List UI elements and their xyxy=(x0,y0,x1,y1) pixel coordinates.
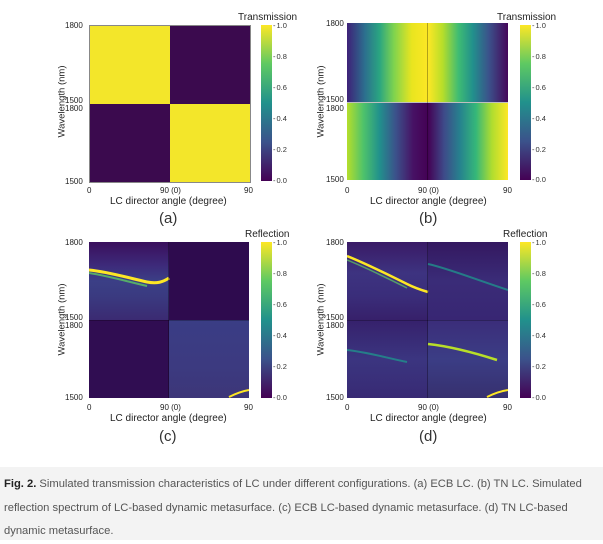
colorbar-tick: 0.2 xyxy=(273,145,287,154)
colorbar-tick: 0.2 xyxy=(532,145,546,154)
colorbar-tick: 0.2 xyxy=(273,362,287,371)
y-tick: 1500 xyxy=(326,95,344,104)
colorbar-tick: 0.2 xyxy=(532,362,546,371)
y-tick: 1500 xyxy=(65,393,83,402)
x-tick: 90 xyxy=(503,403,512,412)
colorbar xyxy=(261,25,272,181)
colorbar-tick: 0.0 xyxy=(532,175,546,184)
colorbar-tick: 0.8 xyxy=(532,52,546,61)
y-axis-label: Wavelength (nm) xyxy=(56,283,68,356)
x-axis-label: LC director angle (degree) xyxy=(370,413,487,424)
x-tick: 0 xyxy=(87,403,92,412)
colorbar-title: Transmission xyxy=(497,12,557,23)
colorbar-tick: 0.4 xyxy=(532,114,546,123)
colorbar-tick: 0.4 xyxy=(532,331,546,340)
colorbar-tick: 0.8 xyxy=(273,52,287,61)
x-tick: 90 (0) xyxy=(418,403,439,412)
colorbar xyxy=(520,25,531,180)
heatmap-plot xyxy=(347,242,508,398)
colorbar-title: Transmission xyxy=(238,12,298,23)
colorbar-tick: 0.6 xyxy=(532,300,546,309)
y-tick: 1500 xyxy=(65,96,83,105)
colorbar xyxy=(520,242,531,398)
y-tick: 1800 xyxy=(65,238,83,247)
x-tick: 90 (0) xyxy=(160,403,181,412)
x-tick: 0 xyxy=(345,186,350,195)
y-tick: 1800 xyxy=(65,21,83,30)
panel-letter: (d) xyxy=(419,428,438,445)
y-tick: 1500 xyxy=(65,313,83,322)
colorbar-tick: 1.0 xyxy=(273,238,287,247)
y-tick: 1500 xyxy=(65,177,83,186)
y-tick: 1500 xyxy=(326,313,344,322)
caption-text: Simulated transmission characteristics o… xyxy=(4,478,582,537)
x-tick: 0 xyxy=(345,403,350,412)
resonance-curves xyxy=(89,268,249,398)
colorbar-tick: 0.0 xyxy=(273,176,287,185)
panel-letter: (c) xyxy=(159,428,177,445)
figure-caption: Fig. 2. Simulated transmission character… xyxy=(0,467,603,540)
caption-label: Fig. 2. xyxy=(4,478,37,490)
colorbar-tick: 0.6 xyxy=(532,83,546,92)
colorbar-tick: 0.4 xyxy=(273,331,287,340)
colorbar xyxy=(261,242,272,398)
x-tick: 90 (0) xyxy=(418,186,439,195)
y-axis-label: Wavelength (nm) xyxy=(315,65,327,138)
colorbar-tick: 1.0 xyxy=(532,21,546,30)
x-tick: 90 (0) xyxy=(160,186,181,195)
y-tick: 1800 xyxy=(326,104,344,113)
heatmap-plot xyxy=(89,242,249,398)
heatmap-plot xyxy=(347,23,508,180)
y-tick: 1800 xyxy=(326,238,344,247)
colorbar-tick: 0.0 xyxy=(273,393,287,402)
colorbar-tick: 0.6 xyxy=(273,300,287,309)
y-tick: 1800 xyxy=(326,321,344,330)
resonance-curves xyxy=(347,254,508,398)
y-tick: 1800 xyxy=(326,19,344,28)
colorbar-tick: 1.0 xyxy=(532,238,546,247)
x-axis-label: LC director angle (degree) xyxy=(370,196,487,207)
y-tick: 1500 xyxy=(326,393,344,402)
colorbar-title: Reflection xyxy=(503,229,548,240)
y-tick: 1800 xyxy=(65,104,83,113)
colorbar-tick: 0.8 xyxy=(273,269,287,278)
colorbar-tick: 0.0 xyxy=(532,393,546,402)
colorbar-tick: 0.4 xyxy=(273,114,287,123)
x-tick: 0 xyxy=(87,186,92,195)
colorbar-title: Reflection xyxy=(245,229,290,240)
panel-letter: (b) xyxy=(419,210,438,227)
x-axis-label: LC director angle (degree) xyxy=(110,196,227,207)
x-tick: 90 xyxy=(503,186,512,195)
x-tick: 90 xyxy=(244,186,253,195)
colorbar-tick: 0.8 xyxy=(532,269,546,278)
y-tick: 1500 xyxy=(326,175,344,184)
heatmap-plot xyxy=(89,25,251,183)
x-axis-label: LC director angle (degree) xyxy=(110,413,227,424)
colorbar-tick: 0.6 xyxy=(273,83,287,92)
x-tick: 90 xyxy=(244,403,253,412)
panel-letter: (a) xyxy=(159,210,178,227)
colorbar-tick: 1.0 xyxy=(273,21,287,30)
y-axis-label: Wavelength (nm) xyxy=(56,65,68,138)
y-axis-label: Wavelength (nm) xyxy=(315,283,327,356)
y-tick: 1800 xyxy=(65,321,83,330)
